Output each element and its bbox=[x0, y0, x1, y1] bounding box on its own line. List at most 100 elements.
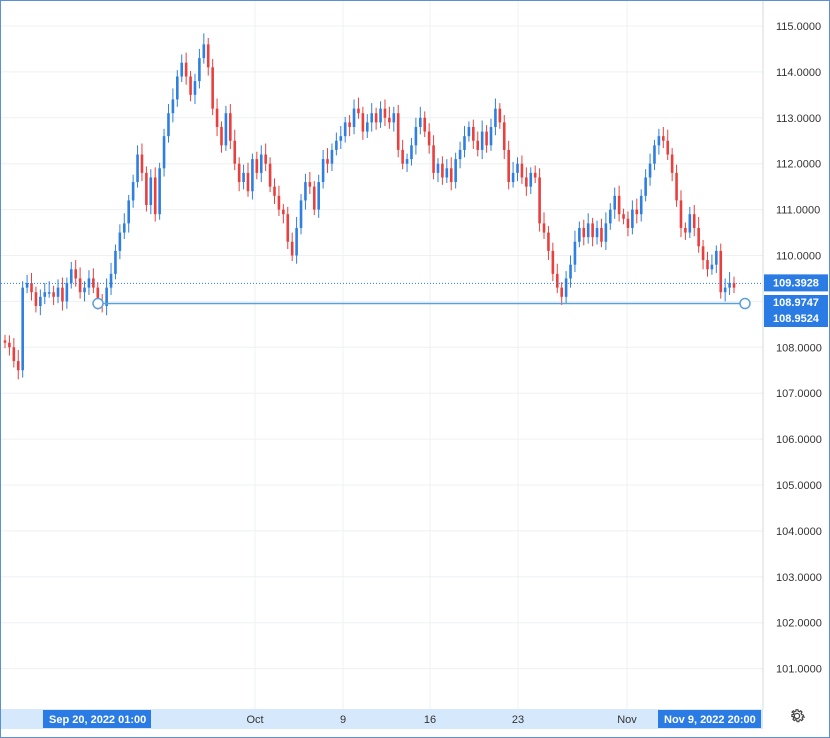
candle-body bbox=[282, 209, 285, 215]
horizontal-levels[interactable] bbox=[1, 282, 763, 310]
candle-body bbox=[582, 227, 586, 238]
y-tick-label: 107.0000 bbox=[776, 388, 822, 400]
candle-body bbox=[140, 154, 144, 173]
candle-body bbox=[679, 200, 683, 228]
candle-body bbox=[118, 232, 122, 251]
candle-body bbox=[96, 287, 100, 302]
candle-body bbox=[648, 163, 652, 178]
candle-body bbox=[127, 200, 131, 224]
time-axis[interactable]: Oct 9 16 23 Nov bbox=[246, 714, 637, 726]
candle-body bbox=[273, 186, 276, 196]
y-tick-label: 103.0000 bbox=[776, 572, 822, 584]
candle-body bbox=[706, 260, 709, 270]
y-tick-label: 106.0000 bbox=[776, 434, 822, 446]
candle-body bbox=[114, 250, 117, 274]
candle-body bbox=[83, 287, 86, 293]
candle-body bbox=[277, 195, 281, 210]
candle-body bbox=[533, 172, 537, 178]
candle-body bbox=[211, 67, 214, 109]
candle-body bbox=[299, 200, 303, 228]
candle-body bbox=[511, 172, 515, 183]
candle-body bbox=[246, 172, 250, 192]
candle-body bbox=[202, 44, 206, 59]
time-range-end-badge-bg bbox=[658, 710, 761, 728]
candle-body bbox=[423, 117, 427, 132]
candle-body bbox=[670, 154, 674, 173]
candle-body bbox=[644, 177, 647, 196]
candle-body bbox=[304, 182, 307, 201]
current-price-badge-bg bbox=[764, 274, 828, 292]
candle-body bbox=[8, 342, 11, 348]
candle-body bbox=[392, 113, 396, 123]
candle-body bbox=[542, 223, 546, 233]
candle-body bbox=[732, 283, 736, 288]
level-price-badge-2-bg bbox=[764, 311, 828, 327]
candle-body bbox=[215, 108, 219, 127]
candle-body bbox=[343, 122, 347, 137]
candle-body bbox=[476, 140, 480, 150]
candle-body bbox=[604, 223, 608, 242]
level-handle-right[interactable] bbox=[739, 297, 751, 310]
candle-body bbox=[410, 145, 413, 160]
gear-icon bbox=[791, 709, 806, 723]
candle-body bbox=[723, 287, 727, 293]
candle-body bbox=[701, 246, 705, 261]
candle-body bbox=[149, 177, 153, 206]
x-tick-label: 9 bbox=[340, 714, 346, 726]
candle-body bbox=[427, 131, 431, 146]
candle-body bbox=[74, 269, 77, 279]
candle-body bbox=[352, 108, 356, 127]
candle-body bbox=[65, 283, 69, 302]
candle-body bbox=[317, 182, 320, 210]
candle-body bbox=[3, 340, 7, 343]
candle-body bbox=[158, 168, 161, 215]
candle-body bbox=[684, 227, 687, 233]
candle-body bbox=[25, 283, 29, 288]
candle-body bbox=[710, 264, 714, 270]
candle-body bbox=[198, 58, 201, 82]
candle-body bbox=[547, 232, 550, 251]
candle-body bbox=[365, 122, 369, 132]
candle-body bbox=[229, 113, 232, 141]
candle-body bbox=[591, 223, 594, 238]
y-tick-label: 111.0000 bbox=[776, 205, 820, 217]
candle-body bbox=[675, 172, 678, 201]
candle-body bbox=[21, 287, 24, 371]
candle-body bbox=[657, 136, 661, 146]
candle-body bbox=[193, 81, 197, 95]
current-price-badge: 109.3928 bbox=[773, 277, 819, 289]
candle-body bbox=[432, 145, 435, 173]
candle-body bbox=[401, 149, 404, 164]
candle-body bbox=[388, 117, 391, 123]
candle-body bbox=[489, 126, 493, 146]
candle-body bbox=[728, 283, 731, 288]
candle-body bbox=[233, 140, 237, 164]
candle-body bbox=[335, 140, 338, 150]
candle-body bbox=[635, 209, 639, 215]
candle-body bbox=[348, 122, 351, 127]
candle-body bbox=[715, 250, 718, 265]
settings-button[interactable] bbox=[788, 707, 808, 727]
candle-body bbox=[600, 227, 603, 242]
candle-body bbox=[480, 131, 484, 150]
level-handle-left[interactable] bbox=[92, 297, 104, 310]
candle-body bbox=[449, 168, 453, 183]
candle-body bbox=[171, 99, 175, 114]
candle-body bbox=[419, 117, 422, 127]
candle-body bbox=[122, 223, 126, 233]
candle-body bbox=[286, 214, 290, 242]
candle-body bbox=[180, 62, 184, 77]
price-axis[interactable]: 115.0000 114.0000 113.0000 112.0000 111.0000… bbox=[776, 21, 822, 676]
candle-body bbox=[330, 149, 334, 164]
y-tick-label: 115.0000 bbox=[776, 21, 821, 33]
candle-body bbox=[339, 136, 343, 141]
candle-body bbox=[379, 108, 382, 123]
y-tick-label: 112.0000 bbox=[776, 159, 821, 171]
candle-body bbox=[617, 195, 621, 215]
candle-body bbox=[224, 113, 228, 146]
candle-body bbox=[608, 209, 612, 224]
y-tick-label: 108.0000 bbox=[776, 342, 822, 354]
candle-body bbox=[312, 186, 316, 210]
